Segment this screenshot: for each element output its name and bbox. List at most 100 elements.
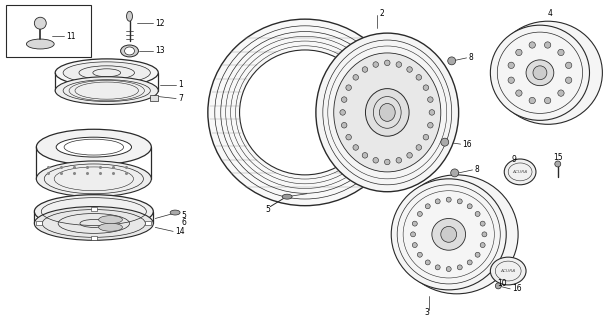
Text: 11: 11 — [66, 32, 76, 41]
Ellipse shape — [504, 159, 536, 185]
Ellipse shape — [240, 50, 370, 175]
Ellipse shape — [395, 175, 518, 294]
Bar — [151, 95, 158, 100]
Ellipse shape — [435, 199, 440, 204]
Ellipse shape — [451, 169, 459, 177]
Ellipse shape — [435, 265, 440, 270]
Ellipse shape — [365, 89, 409, 136]
Ellipse shape — [529, 97, 535, 104]
Ellipse shape — [516, 90, 522, 96]
Bar — [36, 221, 42, 225]
Ellipse shape — [467, 204, 472, 209]
Ellipse shape — [126, 11, 132, 21]
Bar — [146, 221, 151, 225]
Ellipse shape — [418, 212, 422, 216]
Ellipse shape — [353, 145, 359, 150]
Ellipse shape — [35, 17, 46, 29]
Ellipse shape — [480, 243, 485, 248]
Text: 13: 13 — [155, 46, 165, 55]
Ellipse shape — [55, 59, 158, 87]
Ellipse shape — [558, 49, 564, 56]
Ellipse shape — [441, 227, 456, 242]
Text: 4: 4 — [548, 9, 552, 18]
Ellipse shape — [529, 42, 535, 48]
Ellipse shape — [35, 195, 154, 228]
Ellipse shape — [566, 77, 572, 84]
Ellipse shape — [353, 75, 359, 80]
Ellipse shape — [124, 47, 135, 55]
Ellipse shape — [427, 123, 433, 128]
Ellipse shape — [340, 110, 345, 115]
Ellipse shape — [429, 110, 435, 115]
Ellipse shape — [508, 77, 514, 84]
Text: 14: 14 — [175, 227, 185, 236]
Ellipse shape — [566, 62, 572, 68]
Ellipse shape — [36, 129, 151, 165]
Text: 8: 8 — [469, 53, 473, 62]
Ellipse shape — [423, 85, 429, 91]
Text: 10: 10 — [498, 279, 507, 288]
Ellipse shape — [208, 19, 402, 206]
Bar — [5, 5, 91, 57]
Text: 1: 1 — [178, 80, 183, 89]
Ellipse shape — [467, 260, 472, 265]
Ellipse shape — [412, 221, 417, 226]
Ellipse shape — [558, 90, 564, 96]
Ellipse shape — [27, 39, 54, 49]
Ellipse shape — [416, 145, 422, 150]
Ellipse shape — [432, 219, 466, 250]
Ellipse shape — [392, 179, 506, 290]
Ellipse shape — [441, 138, 449, 146]
Bar — [91, 236, 97, 240]
Ellipse shape — [121, 45, 138, 57]
Ellipse shape — [533, 66, 547, 80]
Ellipse shape — [362, 153, 368, 158]
Ellipse shape — [373, 62, 379, 67]
Ellipse shape — [396, 62, 402, 67]
Ellipse shape — [423, 134, 429, 140]
Ellipse shape — [482, 232, 487, 237]
Ellipse shape — [426, 260, 430, 265]
Text: 16: 16 — [463, 140, 472, 148]
Ellipse shape — [282, 194, 292, 199]
Text: 7: 7 — [178, 94, 183, 103]
Text: 5: 5 — [181, 211, 186, 220]
Ellipse shape — [35, 207, 154, 240]
Ellipse shape — [316, 33, 459, 192]
Ellipse shape — [396, 157, 402, 163]
Ellipse shape — [427, 97, 433, 102]
Ellipse shape — [407, 67, 412, 72]
Text: 3: 3 — [424, 308, 429, 317]
Ellipse shape — [99, 223, 123, 231]
Ellipse shape — [362, 67, 368, 72]
Ellipse shape — [495, 283, 501, 289]
Ellipse shape — [544, 42, 551, 48]
Ellipse shape — [346, 134, 351, 140]
Ellipse shape — [334, 53, 441, 172]
Text: ACURA: ACURA — [512, 170, 527, 174]
Ellipse shape — [56, 137, 132, 157]
Ellipse shape — [493, 21, 602, 124]
Ellipse shape — [407, 153, 412, 158]
Text: 2: 2 — [379, 9, 384, 18]
Ellipse shape — [480, 221, 485, 226]
Ellipse shape — [55, 77, 158, 105]
Ellipse shape — [475, 252, 480, 257]
Ellipse shape — [412, 243, 417, 248]
Ellipse shape — [475, 212, 480, 216]
Ellipse shape — [446, 267, 451, 272]
Text: 16: 16 — [512, 284, 522, 293]
Ellipse shape — [544, 97, 551, 104]
Bar — [91, 207, 97, 211]
Ellipse shape — [384, 60, 390, 66]
Ellipse shape — [410, 232, 416, 237]
Ellipse shape — [341, 97, 347, 102]
Ellipse shape — [373, 157, 379, 163]
Ellipse shape — [457, 265, 463, 270]
Ellipse shape — [526, 60, 554, 86]
Ellipse shape — [36, 161, 151, 197]
Ellipse shape — [448, 57, 456, 65]
Ellipse shape — [555, 161, 561, 167]
Text: 15: 15 — [553, 153, 563, 162]
Ellipse shape — [490, 25, 589, 120]
